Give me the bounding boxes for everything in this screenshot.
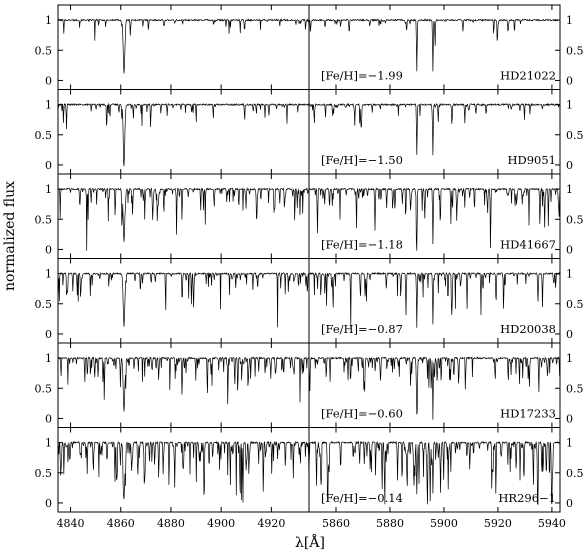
y-tick-label-right: 0.5 [566,129,584,142]
x-tick-label: 4900 [207,517,235,530]
panel-frame-left [57,89,310,175]
x-tick-label: 4920 [257,517,285,530]
star-name-label: HD41667 [500,238,556,252]
y-tick-label-right: 1 [566,99,573,112]
y-tick-label-right: 0.5 [566,213,584,226]
spectrum-line-left [57,271,310,328]
star-name-label: HD17233 [500,407,556,421]
spectrum-line-right [308,187,561,251]
spectrum-line-right [308,102,561,156]
x-tick-label: 5920 [484,517,512,530]
y-tick-label-right: 0.5 [566,298,584,311]
panel-row: 0 0 0.5 0.5 1 1 [Fe/H]=−0.14 HR296−1 [35,427,584,513]
panel-grid: 0 0 0.5 0.5 1 1 [Fe/H]=−1.99 HD21022 0 0 0.5 0.5 1 1 [… [35,4,584,530]
spectrum-line-left [57,440,310,503]
y-tick-label-right: 1 [566,268,573,281]
y-tick-label-right: 0 [566,497,573,510]
metallicity-label: [Fe/H]=−1.18 [321,238,403,252]
y-tick-label-left: 1 [45,99,52,112]
y-tick-label-left: 0 [45,243,52,256]
panel-row: 0 0 0.5 0.5 1 1 [Fe/H]=−1.18 HD41667 [35,173,584,259]
y-tick-label-right: 0.5 [566,467,584,480]
y-tick-label-right: 0.5 [566,44,584,57]
y-tick-label-left: 0 [45,412,52,425]
metallicity-label: [Fe/H]=−0.60 [321,407,403,421]
y-tick-label-left: 1 [45,14,52,27]
y-tick-label-left: 0 [45,74,52,87]
panel-row: 0 0 0.5 0.5 1 1 [Fe/H]=−0.60 HD17233 [35,342,584,428]
y-tick-label-left: 0.5 [35,467,53,480]
panel-row: 0 0 0.5 0.5 1 1 [Fe/H]=−0.87 HD20038 [35,258,584,344]
y-tick-label-right: 1 [566,437,573,450]
star-name-label: HD9051 [507,153,556,167]
y-tick-label-left: 0 [45,159,52,172]
x-tick-label: 4860 [107,517,135,530]
y-tick-label-right: 1 [566,14,573,27]
x-tick-label: 5940 [538,517,566,530]
star-name-label: HR296−1 [498,491,556,505]
y-tick-label-left: 1 [45,352,52,365]
star-name-label: HD20038 [500,322,556,336]
spectrum-line-right [309,271,561,328]
metallicity-label: [Fe/H]=−1.50 [321,153,403,167]
star-name-label: HD21022 [500,69,556,83]
y-tick-label-right: 0 [566,74,573,87]
spectrum-line-left [57,356,310,412]
panel-row: 0 0 0.5 0.5 1 1 [Fe/H]=−1.50 HD9051 [35,89,584,175]
y-tick-label-left: 1 [45,437,52,450]
metallicity-label: [Fe/H]=−1.99 [321,69,403,83]
x-axis-title: λ[Å] [295,533,325,551]
panel-frame-left [57,173,310,259]
spectrum-line-left [57,18,310,74]
panel-frame-left [57,342,310,428]
y-tick-label-right: 1 [566,183,573,196]
y-tick-label-left: 0.5 [35,129,53,142]
panel-row: 0 0 0.5 0.5 1 1 [Fe/H]=−1.99 HD21022 [35,4,584,90]
y-tick-label-left: 0.5 [35,44,53,57]
y-tick-label-right: 0 [566,412,573,425]
spectrum-line-right [308,356,561,420]
spectrum-line-left [57,102,310,167]
y-tick-label-right: 0 [566,328,573,341]
y-tick-label-right: 0 [566,243,573,256]
y-tick-label-left: 0.5 [35,382,53,395]
y-axis-title: normalized flux [2,181,18,291]
y-tick-label-left: 0 [45,328,52,341]
y-tick-label-left: 0.5 [35,213,53,226]
x-tick-label: 5860 [322,517,350,530]
panel-frame-left [57,4,310,90]
y-tick-label-right: 0 [566,159,573,172]
metallicity-label: [Fe/H]=−0.14 [321,491,403,505]
x-tick-label: 5880 [376,517,404,530]
spectrum-line-right [308,18,561,72]
y-tick-label-left: 0.5 [35,298,53,311]
spectrum-line-right [308,440,561,505]
spectrum-line-left [57,187,310,251]
x-tick-label: 4840 [57,517,85,530]
x-tick-label: 5900 [430,517,458,530]
y-tick-label-right: 0.5 [566,382,584,395]
y-tick-label-right: 1 [566,352,573,365]
y-tick-label-left: 1 [45,268,52,281]
y-tick-label-left: 1 [45,183,52,196]
x-tick-label: 4880 [157,517,185,530]
metallicity-label: [Fe/H]=−0.87 [321,322,403,336]
y-tick-label-left: 0 [45,497,52,510]
panel-frame-left [57,258,310,344]
